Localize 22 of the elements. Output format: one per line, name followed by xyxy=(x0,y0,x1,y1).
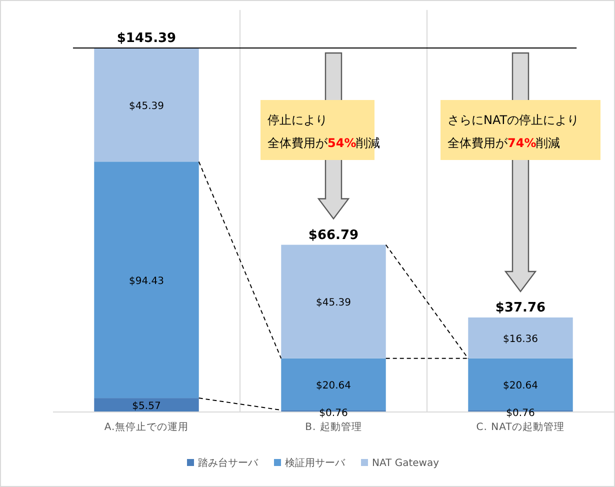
annotation: 全体費用が74%削減 xyxy=(448,136,560,150)
x-tick-label: B. 起動管理 xyxy=(305,421,362,433)
data-label: $20.64 xyxy=(316,380,351,392)
x-tick-label: A.無停止での運用 xyxy=(104,421,189,433)
annotation: 全体費用が54%削減 xyxy=(268,136,380,150)
data-label: $20.64 xyxy=(503,380,538,392)
data-label: $45.39 xyxy=(129,100,164,112)
data-label: $5.57 xyxy=(132,401,161,412)
annotation: さらにNATの停止により xyxy=(448,113,580,127)
total-label: $37.76 xyxy=(495,300,546,316)
total-label: $145.39 xyxy=(116,31,176,46)
data-label: $0.76 xyxy=(319,408,348,419)
total-label: $66.79 xyxy=(308,228,359,243)
data-label: $16.36 xyxy=(503,334,538,345)
legend-label: NAT Gateway xyxy=(372,458,440,469)
legend-label: 踏み台サーバ xyxy=(198,457,259,469)
data-label: $45.39 xyxy=(316,298,351,309)
legend-label: 検証用サーバ xyxy=(285,457,346,469)
data-label: $94.43 xyxy=(129,276,164,287)
x-tick-label: C. NATの起動管理 xyxy=(476,421,565,433)
data-label: $0.76 xyxy=(506,408,535,419)
annotation: 停止により xyxy=(268,113,328,127)
